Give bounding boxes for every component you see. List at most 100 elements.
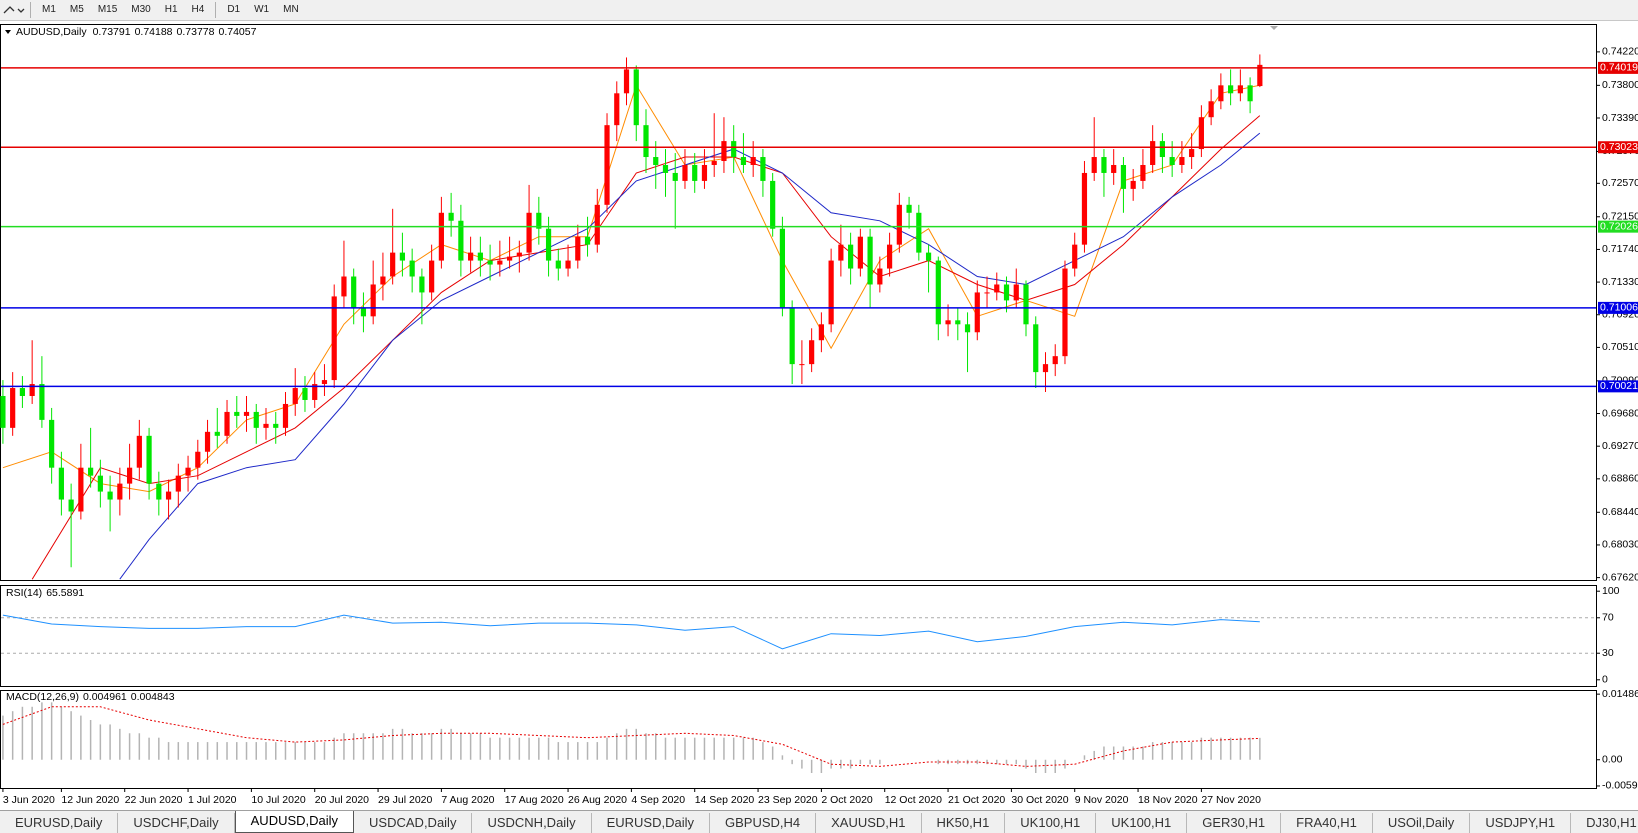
x-tick-label: 7 Aug 2020 bbox=[441, 794, 494, 806]
chart-tab[interactable]: EURUSD,Daily bbox=[0, 813, 119, 833]
candle-body bbox=[506, 256, 513, 261]
timeframe-button[interactable]: D1 bbox=[227, 4, 241, 15]
chart-tab[interactable]: USDCNH,Daily bbox=[472, 813, 592, 833]
signal-value: 0.004843 bbox=[131, 691, 175, 703]
timeframe-button[interactable]: M5 bbox=[69, 4, 84, 15]
chart-tab[interactable]: EURUSD,Daily bbox=[592, 813, 710, 833]
candle-body bbox=[97, 475, 103, 492]
chart-tab[interactable]: AUDUSD,Daily bbox=[234, 811, 355, 833]
timeframe-button[interactable]: W1 bbox=[254, 4, 270, 15]
chart-tab[interactable]: XAUUSD,H1 bbox=[816, 813, 922, 833]
candle-body bbox=[1052, 356, 1058, 365]
chart-tab[interactable]: GBPUSD,H4 bbox=[710, 813, 817, 833]
candle-body bbox=[575, 236, 581, 261]
candle-body bbox=[867, 236, 873, 285]
candle-body bbox=[614, 93, 620, 126]
y-tick-label: 0.71330 bbox=[1602, 276, 1638, 288]
candle-body bbox=[886, 244, 893, 269]
candle-body bbox=[994, 284, 1000, 293]
candle-body bbox=[1120, 164, 1127, 189]
candle-body bbox=[984, 292, 990, 294]
chart-tab[interactable]: USDCAD,Daily bbox=[354, 813, 473, 833]
candle-body bbox=[175, 475, 181, 492]
candle-body bbox=[516, 252, 522, 257]
chart-tab[interactable]: DJ30,H1 bbox=[1571, 813, 1638, 833]
candle-body bbox=[896, 204, 902, 245]
x-tick-label: 17 Aug 2020 bbox=[505, 794, 564, 806]
shift-marker bbox=[1270, 26, 1278, 30]
candle-body bbox=[721, 141, 727, 162]
candle-body bbox=[117, 483, 123, 500]
candle-body bbox=[964, 324, 971, 333]
candle-body bbox=[1111, 164, 1117, 173]
chart-header: AUDUSD,Daily 0.73791 0.74188 0.73778 0.74057 bbox=[16, 26, 257, 38]
candle-body bbox=[935, 260, 941, 325]
candle-body bbox=[156, 483, 162, 500]
chart-tab[interactable]: USOil,Daily bbox=[1373, 813, 1471, 833]
candle-body bbox=[195, 451, 201, 468]
candle-body bbox=[360, 308, 367, 317]
candle-body bbox=[0, 395, 6, 428]
y-tick-label: 0.68440 bbox=[1602, 506, 1638, 518]
candle-body bbox=[146, 435, 152, 484]
level-label-box bbox=[1598, 141, 1638, 154]
candle-body bbox=[711, 161, 717, 165]
chart-tab[interactable]: HK50,H1 bbox=[922, 813, 1006, 833]
panel-frame bbox=[0, 585, 1597, 687]
candle-body bbox=[789, 308, 795, 365]
candle-body bbox=[1062, 268, 1068, 357]
candle-body bbox=[165, 491, 172, 500]
macd-value: 0.004961 bbox=[83, 691, 127, 703]
x-tick-label: 2 Oct 2020 bbox=[821, 794, 873, 806]
candle-body bbox=[623, 69, 630, 94]
level-label-box bbox=[1598, 380, 1638, 393]
x-tick-label: 29 Jul 2020 bbox=[378, 794, 432, 806]
candle-body bbox=[10, 388, 16, 428]
candle-body bbox=[584, 236, 591, 245]
candle-body bbox=[945, 320, 951, 325]
candle-body bbox=[370, 284, 376, 317]
timeframe-button[interactable]: M30 bbox=[131, 4, 151, 15]
timeframe-button[interactable]: H4 bbox=[191, 4, 205, 15]
panel-2 bbox=[2, 702, 1261, 773]
chart-tab[interactable]: UK100,H1 bbox=[1096, 813, 1188, 833]
x-tick-label: 27 Nov 2020 bbox=[1201, 794, 1261, 806]
rsi-line bbox=[2, 614, 1260, 650]
chart-background bbox=[0, 21, 1638, 810]
timeframe-button[interactable]: M1 bbox=[42, 4, 56, 15]
y-tick-label: 0.70510 bbox=[1602, 341, 1638, 353]
timeframe-button[interactable]: M15 bbox=[97, 4, 118, 15]
candle-body bbox=[341, 276, 347, 297]
candle-body bbox=[39, 384, 45, 420]
candle-body bbox=[477, 252, 483, 261]
candle-body bbox=[351, 276, 357, 309]
candle-body bbox=[1208, 101, 1214, 118]
level-label: 0.71006 bbox=[1600, 302, 1638, 314]
candle-body bbox=[925, 252, 932, 261]
candle-body bbox=[1198, 117, 1204, 150]
timeframe-button[interactable]: MN bbox=[283, 4, 299, 15]
low-value: 0.73778 bbox=[177, 26, 215, 38]
chart-tab[interactable]: GER30,H1 bbox=[1187, 813, 1282, 833]
candle-body bbox=[312, 384, 318, 400]
timeframe-button[interactable]: H1 bbox=[164, 4, 178, 15]
chart-tab[interactable]: USDJPY,H1 bbox=[1470, 813, 1572, 833]
x-tick-label: 21 Oct 2020 bbox=[948, 794, 1005, 806]
chart: AUDUSD,Daily 0.73791 0.74188 0.73778 0.74057… bbox=[0, 21, 1638, 810]
chart-tab[interactable]: FRA40,H1 bbox=[1281, 813, 1373, 833]
candle-body bbox=[1159, 141, 1166, 158]
candle-body bbox=[1042, 364, 1049, 373]
candle-body bbox=[88, 467, 94, 476]
y-tick-label: 0.68860 bbox=[1602, 473, 1638, 485]
candle-body bbox=[58, 467, 64, 500]
chart-tab[interactable]: USDCHF,Daily bbox=[118, 813, 235, 833]
rsi-header: RSI(14) 65.5891 bbox=[6, 587, 84, 599]
x-tick-label: 23 Sep 2020 bbox=[758, 794, 818, 806]
y-tick-label: 0.00 bbox=[1602, 754, 1623, 766]
y-tick-label: 100 bbox=[1602, 585, 1620, 597]
x-tick-label: 4 Sep 2020 bbox=[631, 794, 685, 806]
panel-frame bbox=[0, 24, 1597, 581]
candle-body bbox=[263, 423, 269, 428]
chart-tab[interactable]: UK100,H1 bbox=[1005, 813, 1097, 833]
